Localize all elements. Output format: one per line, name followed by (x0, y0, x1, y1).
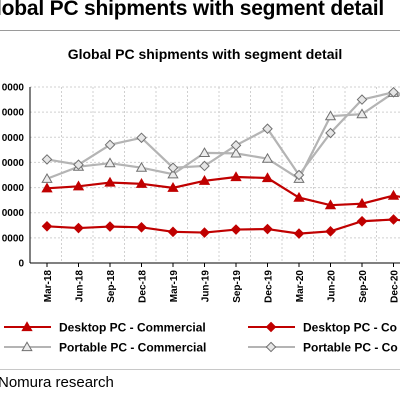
data-point (41, 154, 53, 165)
data-point (325, 127, 336, 139)
data-point (135, 161, 148, 172)
x-tick-label: Mar-20 (295, 270, 306, 303)
legend-marker (21, 341, 33, 352)
series-3 (41, 86, 400, 181)
legend-marker (265, 321, 277, 333)
data-point (136, 132, 147, 144)
data-point (324, 199, 337, 210)
data-point (230, 224, 242, 235)
data-point (293, 169, 305, 181)
series-line (46, 91, 400, 181)
data-point (262, 223, 273, 235)
data-point (262, 123, 273, 135)
x-tick-label: Dec-18 (138, 270, 149, 303)
data-point (199, 160, 210, 172)
data-point (135, 177, 148, 188)
y-tick-label: 0000 (2, 183, 25, 194)
data-point (230, 171, 242, 182)
data-point (293, 191, 305, 202)
data-point (41, 182, 53, 193)
x-tick-label: Jun-20 (327, 270, 338, 303)
series-0 (41, 171, 400, 210)
legend-label: Portable PC - Co (303, 341, 398, 355)
data-point (41, 172, 53, 183)
x-tick-label: Dec-20 (390, 270, 400, 303)
data-point (104, 157, 116, 168)
data-point (356, 215, 368, 227)
data-point (324, 110, 337, 121)
data-point (261, 172, 274, 183)
y-tick-label: 0000 (2, 108, 25, 119)
data-point (356, 108, 368, 119)
data-point (387, 189, 400, 200)
data-point (72, 180, 85, 191)
x-tick-label: Sep-20 (358, 270, 369, 303)
x-tick-label: Mar-19 (169, 270, 180, 303)
data-point (104, 221, 116, 232)
x-tick-label: Sep-19 (232, 270, 243, 303)
legend-label: Desktop PC - Co (303, 321, 397, 335)
grid-lines (30, 86, 400, 263)
data-point (41, 220, 53, 232)
series-lines (41, 86, 400, 239)
data-point (198, 147, 211, 157)
title-divider (0, 30, 400, 31)
data-point (104, 176, 116, 187)
page-title: lobal PC shipments with segment detail (0, 0, 384, 20)
data-point (230, 147, 242, 158)
data-point (198, 174, 211, 185)
legend: Desktop PC - Commercial Desktop PC - Co Po… (4, 321, 398, 355)
data-point (167, 226, 179, 238)
data-point (388, 214, 399, 225)
data-point (167, 162, 179, 174)
legend-item: Desktop PC - Co (248, 321, 397, 335)
data-point (261, 152, 274, 163)
series-1 (41, 214, 400, 239)
data-point (388, 86, 399, 98)
x-tick-label: Jun-19 (201, 270, 212, 303)
legend-marker (265, 341, 277, 353)
x-tick-label: Jun-18 (75, 270, 86, 303)
data-point (356, 197, 368, 208)
legend-item: Portable PC - Co (248, 341, 398, 355)
legend-marker (21, 321, 33, 332)
series-2 (41, 86, 400, 183)
x-tick-label: Dec-19 (264, 270, 275, 303)
legend-label: Desktop PC - Commercial (59, 321, 206, 335)
y-tick-label: 0000 (2, 208, 25, 219)
y-tick-label: 0000 (2, 83, 25, 94)
y-tick-label: 0 (18, 259, 24, 270)
data-point (73, 159, 84, 170)
data-point (230, 140, 242, 151)
source-divider (0, 369, 400, 370)
x-axis: Mar-18 Jun-18 Sep-18 Dec-18 Mar-19 Jun-19 Sep-… (30, 262, 400, 303)
data-point (167, 182, 179, 192)
legend-item: Portable PC - Commercial (4, 341, 206, 355)
source-note: Nomura research (0, 374, 114, 391)
data-point (356, 94, 368, 105)
data-point (325, 226, 336, 237)
data-point (136, 221, 147, 233)
series-line (46, 218, 400, 235)
y-tick-label: 0000 (2, 233, 25, 244)
legend-label: Portable PC - Commercial (59, 341, 206, 355)
data-point (199, 227, 210, 238)
data-point (104, 139, 116, 151)
data-point (73, 222, 84, 234)
y-tick-label: 0000 (2, 158, 25, 169)
x-tick-label: Sep-18 (106, 270, 117, 303)
y-tick-label: 0000 (2, 133, 25, 144)
series-line (46, 175, 400, 207)
chart-title: Global PC shipments with segment detail (67, 46, 343, 62)
data-point (167, 168, 179, 179)
x-tick-label: Mar-18 (43, 270, 54, 303)
legend-item: Desktop PC - Commercial (4, 321, 206, 335)
data-point (293, 228, 305, 239)
